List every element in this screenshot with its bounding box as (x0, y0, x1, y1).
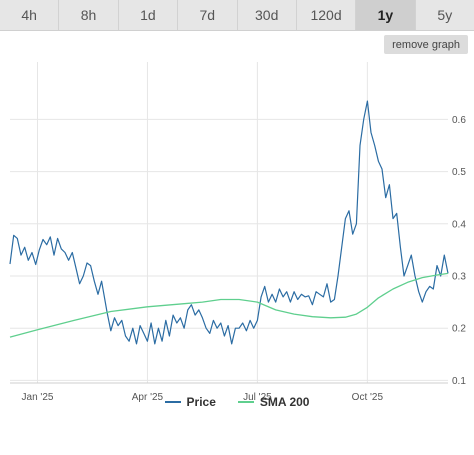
x-tick-label: Jul '25 (243, 392, 272, 403)
tab-8h[interactable]: 8h (59, 0, 119, 30)
remove-graph-button[interactable]: remove graph (384, 35, 468, 54)
legend-label-price: Price (186, 395, 216, 409)
y-tick-label: 0.6 (452, 115, 466, 126)
tab-7d[interactable]: 7d (178, 0, 238, 30)
price-line (9, 100, 449, 345)
legend-swatch-price (164, 401, 181, 403)
y-tick-label: 0.2 (452, 324, 466, 335)
tab-120d[interactable]: 120d (296, 0, 357, 30)
legend-label-sma: SMA 200 (259, 395, 310, 409)
timeframe-tabs: 4h 8h 1d 7d 30d 120d 1y 5y (0, 0, 474, 31)
y-tick-label: 0.4 (452, 219, 466, 230)
tab-1d[interactable]: 1d (118, 0, 179, 30)
y-tick-label: 0.5 (452, 167, 466, 178)
x-tick-label: Apr '25 (132, 392, 164, 403)
sma-200-line (9, 272, 449, 338)
x-tick-label: Jan '25 (22, 392, 54, 403)
y-tick-label: 0.1 (452, 376, 466, 387)
legend-item-sma[interactable]: SMA 200 (237, 395, 310, 409)
tab-30d[interactable]: 30d (237, 0, 297, 30)
tab-1y[interactable]: 1y (356, 0, 416, 30)
tab-5y[interactable]: 5y (415, 0, 474, 30)
legend-swatch-sma (237, 401, 254, 403)
tab-4h[interactable]: 4h (0, 0, 60, 30)
legend-item-price[interactable]: Price (164, 395, 216, 409)
y-tick-label: 0.3 (452, 272, 466, 283)
chart-legend: Price SMA 200 (0, 393, 474, 411)
x-tick-label: Oct '25 (352, 392, 384, 403)
